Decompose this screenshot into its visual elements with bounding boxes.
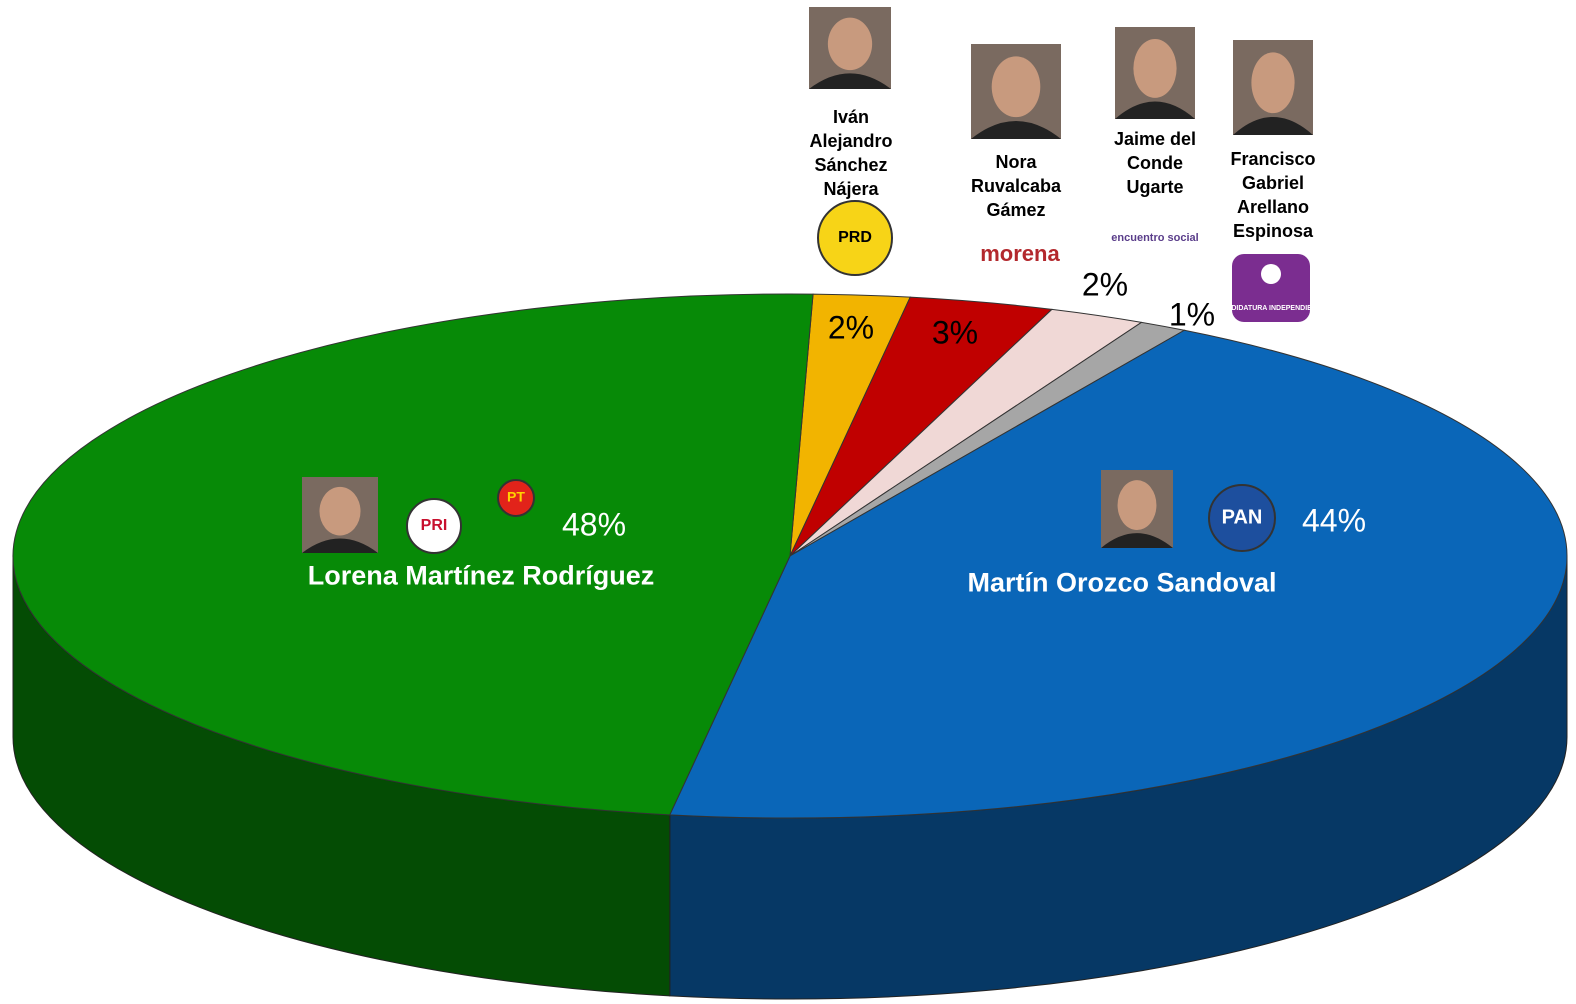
candidate-name: Lorena Martínez Rodríguez: [307, 560, 655, 591]
value-label: 2%: [828, 309, 874, 345]
value-label: 1%: [1169, 296, 1215, 332]
party-label: CANDIDATURA INDEPENDIENTE: [1216, 305, 1326, 312]
photo-face: [991, 56, 1041, 118]
photo-face: [1251, 52, 1295, 114]
photo-shoulders: [809, 73, 891, 89]
party-logo: [406, 498, 462, 554]
photo-shoulders: [1101, 533, 1173, 548]
value-label: 44%: [1302, 502, 1366, 538]
party-logo: [817, 200, 893, 276]
photo-face: [319, 486, 361, 536]
photo-shoulders: [302, 538, 378, 553]
value-label: 2%: [1082, 266, 1128, 302]
slice: [12, 293, 814, 816]
candidate-name: Francisco Gabriel Arellano Espinosa: [1230, 149, 1316, 241]
party-logo: [1208, 484, 1276, 552]
party-logo: [497, 479, 535, 517]
photo-face: [1133, 38, 1177, 98]
photo-face: [1117, 480, 1157, 531]
photo-shoulders: [1233, 116, 1313, 135]
logo-figure: [1261, 264, 1281, 284]
party-logo: [1232, 254, 1310, 322]
party-label: PT: [507, 489, 525, 505]
value-label: 48%: [562, 506, 626, 542]
party-label: morena: [980, 241, 1060, 266]
photo-face: [827, 17, 873, 71]
photo-shoulders: [1115, 101, 1195, 119]
photo-shoulders: [971, 120, 1061, 139]
party-label: PAN: [1222, 506, 1263, 528]
slice: [669, 329, 1568, 819]
party-label: PRI: [421, 517, 448, 534]
candidate-name: Martín Orozco Sandoval: [967, 567, 1277, 598]
party-label: PRD: [838, 229, 872, 246]
candidate-name: Nora Ruvalcaba Gámez: [970, 152, 1062, 220]
candidate-name: Jaime del Conde Ugarte: [1113, 129, 1197, 197]
candidate-name: Iván Alejandro Sánchez Nájera: [809, 107, 893, 199]
value-label: 3%: [932, 314, 978, 350]
party-label: encuentro social: [1111, 232, 1198, 244]
